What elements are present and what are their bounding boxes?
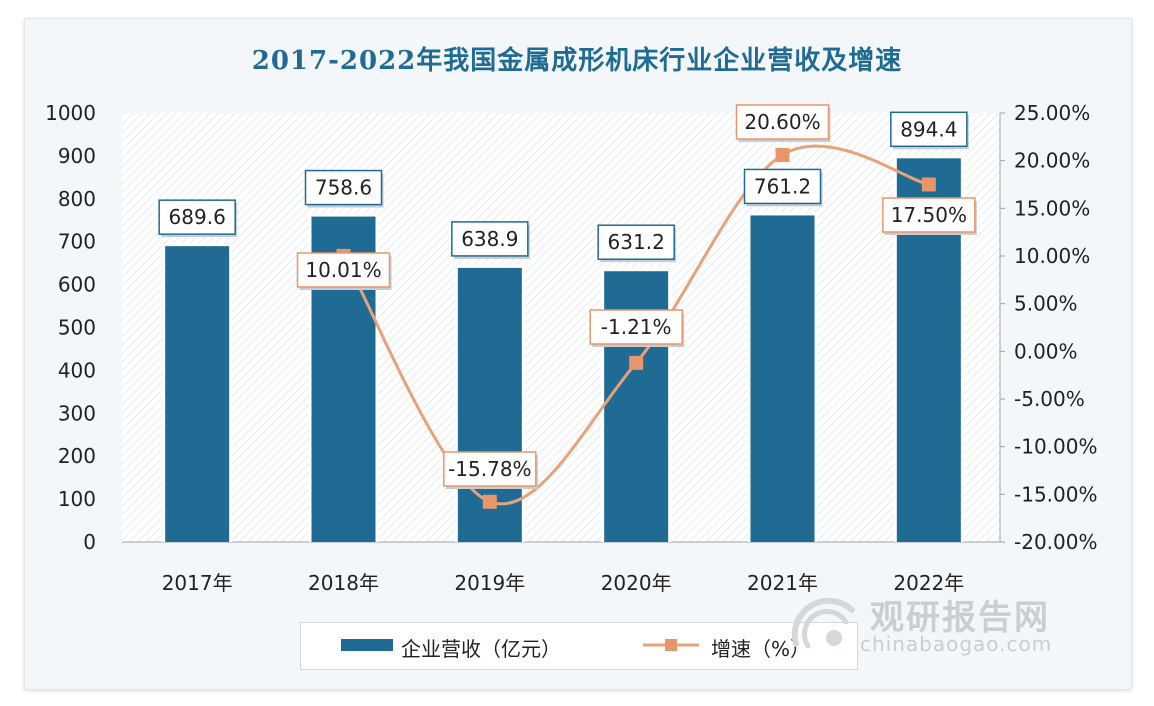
chart-title: 2017-2022年我国金属成形机床行业企业营收及增速 <box>251 46 903 76</box>
x-tick-label: 2019年 <box>454 571 525 595</box>
bar-data-label-text: 631.2 <box>608 230 665 254</box>
bar-data-label: 631.2 <box>597 224 677 263</box>
left-tick-label: 200 <box>58 444 96 468</box>
right-tick-label: -20.00% <box>1014 530 1097 554</box>
x-tick-label: 2020年 <box>601 571 672 595</box>
line-data-label: -1.21% <box>589 309 685 347</box>
line-data-label: 17.50% <box>882 197 977 235</box>
line-data-label: -15.78% <box>443 451 538 489</box>
right-tick-label: -15.00% <box>1014 482 1097 506</box>
left-tick-label: 800 <box>58 187 96 211</box>
left-tick-label: 400 <box>58 358 96 382</box>
growth-marker <box>775 147 790 162</box>
x-tick-label: 2022年 <box>893 571 964 595</box>
growth-marker <box>482 494 497 509</box>
right-tick-label: -10.00% <box>1014 435 1097 459</box>
left-tick-label: 100 <box>58 487 96 511</box>
right-tick-label: 20.00% <box>1014 149 1090 173</box>
legend-bar-label: 企业营收（亿元） <box>401 637 561 661</box>
revenue-bar <box>750 215 815 543</box>
bar-data-label: 894.4 <box>890 111 969 150</box>
watermark: 观研报告网 chinabaogao.com <box>790 590 1090 670</box>
bar-data-label-text: 638.9 <box>461 227 518 251</box>
bar-data-label-text: 689.6 <box>169 205 226 229</box>
left-tick-label: 600 <box>58 273 96 297</box>
legend: 企业营收（亿元） 增速（%） <box>300 622 858 670</box>
right-tick-label: 15.00% <box>1014 196 1090 220</box>
bar-data-label-text: 761.2 <box>754 174 811 198</box>
left-tick-label: 500 <box>58 316 96 340</box>
watermark-en: chinabaogao.com <box>860 632 1053 656</box>
bar-data-label: 689.6 <box>158 199 238 238</box>
growth-marker <box>629 355 644 370</box>
legend-bar-swatch <box>341 639 393 651</box>
right-tick-label: 10.00% <box>1014 244 1090 268</box>
line-data-label-text: 10.01% <box>305 258 381 282</box>
line-data-label-text: 20.60% <box>744 110 820 134</box>
line-data-label: 10.01% <box>296 252 392 290</box>
right-tick-label: 5.00% <box>1014 292 1078 316</box>
line-data-label-text: 17.50% <box>891 203 967 227</box>
legend-line-swatch <box>643 639 699 651</box>
left-tick-label: 1000 <box>45 101 96 125</box>
growth-marker <box>921 177 936 192</box>
watermark-cn: 观研报告网 <box>870 598 1050 638</box>
watermark-logo-icon <box>791 597 855 649</box>
plot-area <box>122 113 1000 542</box>
line-data-label: 20.60% <box>735 104 831 142</box>
right-tick-label: 0.00% <box>1014 339 1078 363</box>
line-data-label-text: -15.78% <box>448 457 531 481</box>
bar-data-label-text: 758.6 <box>315 176 372 200</box>
right-tick-label: 25.00% <box>1014 101 1090 125</box>
left-tick-label: 700 <box>58 230 96 254</box>
revenue-bar <box>165 246 230 542</box>
left-tick-label: 900 <box>58 144 96 168</box>
line-data-label-text: -1.21% <box>601 315 672 339</box>
bar-data-label: 638.9 <box>451 221 530 259</box>
x-tick-label: 2018年 <box>308 571 379 595</box>
right-tick-label: -5.00% <box>1014 387 1085 411</box>
bar-data-label-text: 894.4 <box>900 117 957 141</box>
left-tick-label: 300 <box>58 401 96 425</box>
left-tick-label: 0 <box>83 530 96 554</box>
x-tick-label: 2021年 <box>747 571 818 595</box>
bar-data-label: 761.2 <box>743 168 823 207</box>
bar-data-label: 758.6 <box>304 169 384 208</box>
x-tick-label: 2017年 <box>162 571 233 595</box>
